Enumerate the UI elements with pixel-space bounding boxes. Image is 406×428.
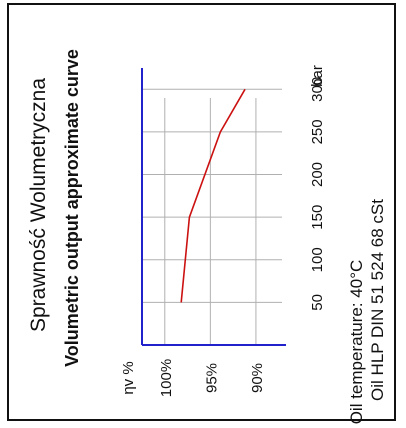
grid-lines [142,88,282,345]
note-oil-temperature: Oil temperature: 40°C [347,260,366,425]
x-tick-label: 200 [309,162,326,187]
y-tick-label: 100% [158,359,175,397]
x-tick-label: 250 [309,119,326,144]
x-tick-label: 300 [309,77,326,102]
y-tick-label: 90% [249,363,266,393]
x-tick-label: 50 [309,294,326,311]
x-tick-label: 150 [309,205,326,230]
chart-frame [7,3,396,421]
y-tick-label: 95% [203,363,220,393]
y-axis-label: ηv % [120,361,137,394]
chart-title: Sprawność Wolumetryczna [27,78,50,332]
y-tick-labels: 100% 95% 90% [158,359,266,397]
chart-subtitle: Volumetric output approximate curve [62,49,82,367]
x-axis-unit: bar [309,65,326,87]
volumetric-efficiency-curve [180,88,246,303]
x-tick-labels: 50 100 150 200 250 300 [309,77,326,311]
note-oil-type: Oil HLP DIN 51 524 68 cSt [368,199,387,401]
x-tick-label: 100 [309,247,326,272]
